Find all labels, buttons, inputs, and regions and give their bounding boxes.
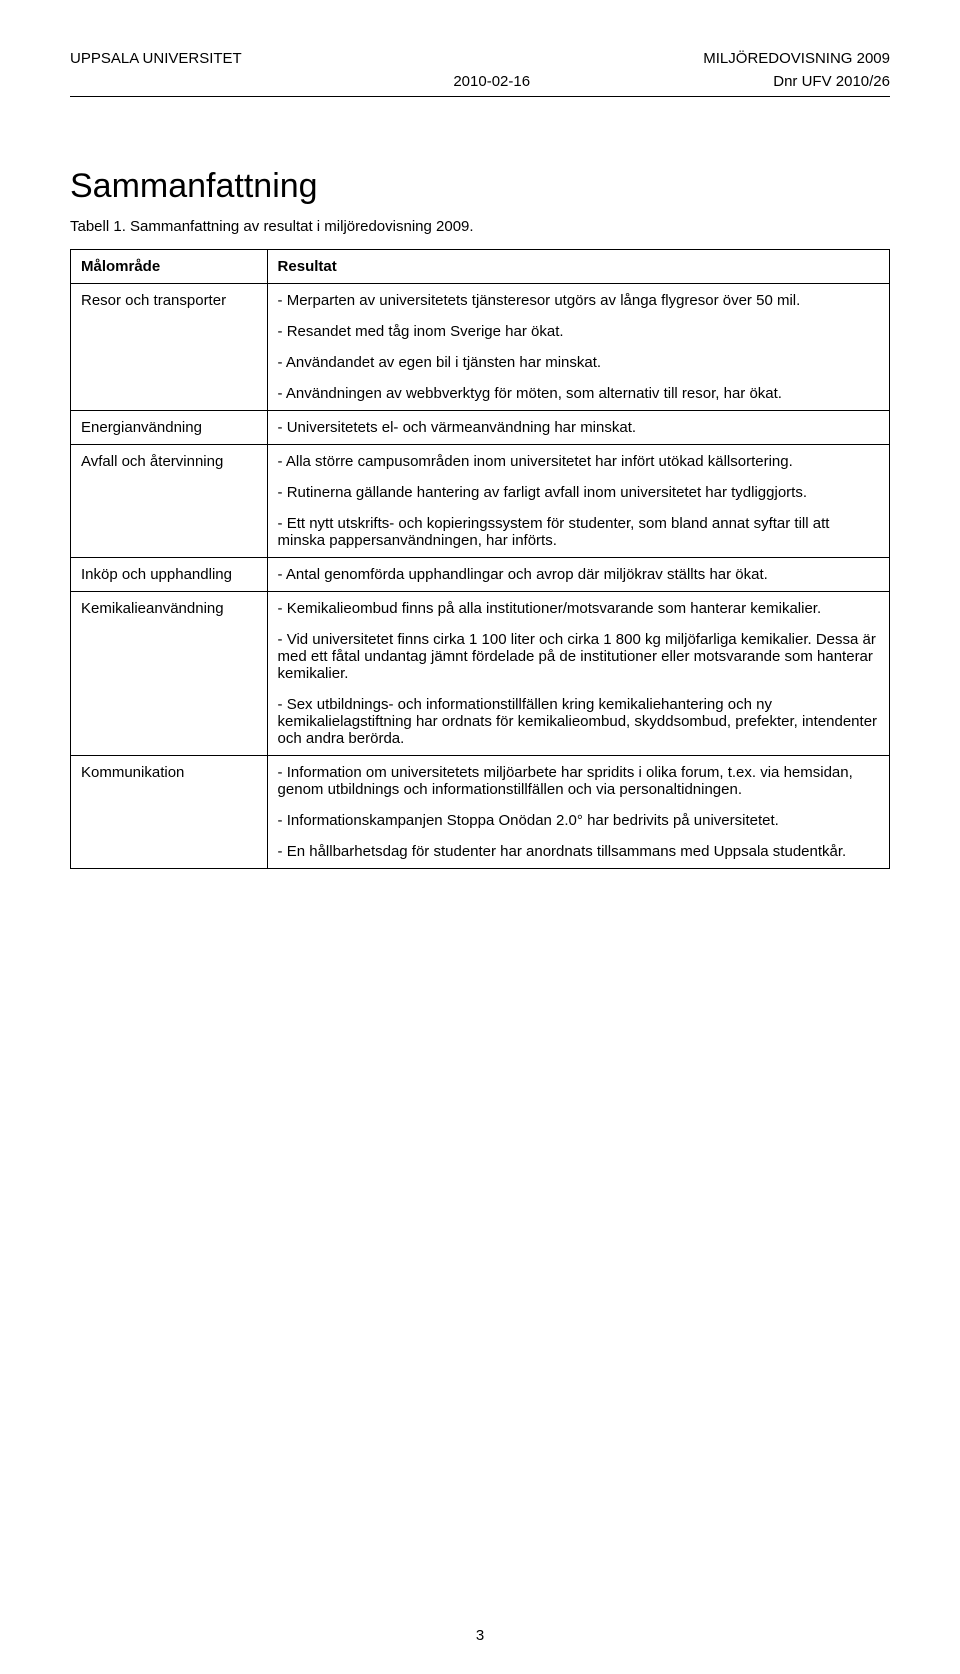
result-item: - Ett nytt utskrifts- och kopieringssyst…: [278, 515, 879, 549]
header-org: UPPSALA UNIVERSITET: [70, 50, 242, 67]
result-item: - Information om universitetets miljöarb…: [278, 764, 879, 798]
result-item: - Resandet med tåg inom Sverige har ökat…: [278, 323, 879, 340]
table-header-result: Resultat: [267, 250, 889, 284]
table-row: Resor och transporter - Merparten av univ…: [71, 284, 890, 411]
result-item: - Användandet av egen bil i tjänsten har…: [278, 354, 879, 371]
result-item: - Användningen av webbverktyg för möten,…: [278, 385, 879, 402]
result-item: - Universitetets el- och värmeanvändning…: [278, 419, 879, 436]
header-dnr: Dnr UFV 2010/26: [672, 73, 890, 90]
subheader-row: 2010-02-16 Dnr UFV 2010/26: [70, 73, 890, 97]
page-number: 3: [0, 1627, 960, 1644]
table-header-row: Målområde Resultat: [71, 250, 890, 284]
table-row: Inköp och upphandling - Antal genomförda …: [71, 558, 890, 592]
area-cell: Resor och transporter: [71, 284, 268, 411]
result-item: - Alla större campusområden inom univers…: [278, 453, 879, 470]
result-item: - Kemikalieombud finns på alla instituti…: [278, 600, 879, 617]
table-row: Avfall och återvinning - Alla större camp…: [71, 445, 890, 558]
area-cell: Kemikalieanvändning: [71, 592, 268, 756]
header-doc-title: MILJÖREDOVISNING 2009: [703, 50, 890, 67]
result-item: - En hållbarhetsdag för studenter har an…: [278, 843, 879, 860]
table-row: Energianvändning - Universitetets el- och…: [71, 411, 890, 445]
area-cell: Inköp och upphandling: [71, 558, 268, 592]
result-cell: - Merparten av universitetets tjänsteres…: [267, 284, 889, 411]
summary-table: Målområde Resultat Resor och transporter…: [70, 249, 890, 869]
result-item: - Vid universitetet finns cirka 1 100 li…: [278, 631, 879, 682]
table-row: Kommunikation - Information om universite…: [71, 756, 890, 869]
document-page: UPPSALA UNIVERSITET MILJÖREDOVISNING 200…: [0, 0, 960, 1674]
result-cell: - Alla större campusområden inom univers…: [267, 445, 889, 558]
table-row: Kemikalieanvändning - Kemikalieombud finn…: [71, 592, 890, 756]
result-cell: - Universitetets el- och värmeanvändning…: [267, 411, 889, 445]
result-cell: - Kemikalieombud finns på alla instituti…: [267, 592, 889, 756]
result-item: - Rutinerna gällande hantering av farlig…: [278, 484, 879, 501]
result-item: - Merparten av universitetets tjänsteres…: [278, 292, 879, 309]
table-header-area: Målområde: [71, 250, 268, 284]
result-cell: - Information om universitetets miljöarb…: [267, 756, 889, 869]
table-body: Resor och transporter - Merparten av univ…: [71, 284, 890, 869]
area-cell: Kommunikation: [71, 756, 268, 869]
result-cell: - Antal genomförda upphandlingar och avr…: [267, 558, 889, 592]
area-cell: Energianvändning: [71, 411, 268, 445]
result-item: - Sex utbildnings- och informationstillf…: [278, 696, 879, 747]
subheader-spacer: [70, 73, 288, 90]
result-item: - Antal genomförda upphandlingar och avr…: [278, 566, 879, 583]
header-row: UPPSALA UNIVERSITET MILJÖREDOVISNING 200…: [70, 50, 890, 67]
header-date: 2010-02-16: [288, 73, 671, 90]
result-item: - Informationskampanjen Stoppa Onödan 2.…: [278, 812, 879, 829]
page-title: Sammanfattning: [70, 167, 890, 206]
table-caption: Tabell 1. Sammanfattning av resultat i m…: [70, 218, 890, 235]
area-cell: Avfall och återvinning: [71, 445, 268, 558]
